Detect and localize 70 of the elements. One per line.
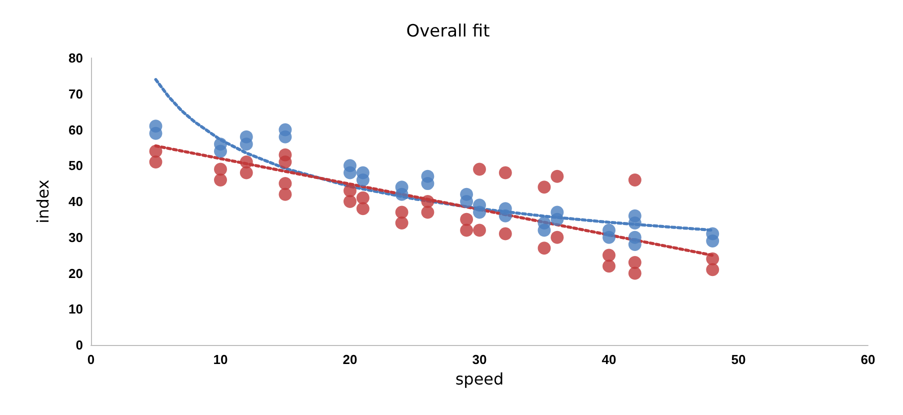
point [240,138,253,151]
point [149,144,162,158]
x-tick-label: 30 [472,352,487,367]
y-tick-label: 30 [68,230,83,245]
point [498,227,512,240]
point [706,252,720,266]
point [344,166,356,180]
y-tick-label: 40 [68,194,83,209]
y-tick-label: 20 [68,266,83,281]
point [460,195,474,208]
point [550,170,564,183]
point [356,173,370,186]
point [421,206,434,219]
point [628,256,642,269]
point [602,248,616,262]
x-tick-label: 0 [87,352,95,367]
x-tick-label: 60 [860,352,876,367]
point [538,224,551,237]
point [278,130,292,144]
point [421,177,434,190]
point [149,126,162,140]
point [628,173,642,186]
point [706,263,720,276]
point [344,184,356,198]
point [628,216,642,230]
point [240,166,253,180]
x-tick-label: 50 [731,352,746,367]
point [460,212,474,226]
point [473,206,486,219]
point [498,209,512,222]
point [214,144,227,158]
point [628,238,642,252]
point [550,230,564,244]
point [538,242,551,255]
y-tick-label: 50 [68,158,83,174]
point [395,206,408,219]
y-tick-label: 10 [68,302,83,317]
y-tick-label: 70 [68,86,83,102]
point [278,177,292,190]
point [278,188,292,201]
x-tick-label: 40 [602,352,616,367]
point [356,191,370,204]
y-tick-label: 60 [68,122,83,138]
point [602,260,616,273]
point [344,195,356,208]
point [602,230,616,244]
y-tick-label: 0 [76,338,83,352]
point [149,156,162,169]
point [278,156,292,169]
chart-title: Overall fit [406,22,490,42]
point [498,166,512,180]
point [214,162,227,176]
point [538,180,551,194]
y-tick-label: 80 [68,50,83,66]
point [628,266,642,280]
x-tick-label: 20 [342,352,358,367]
point [240,156,253,169]
point [473,224,486,237]
x-axis-title: speed [455,369,504,388]
point [421,195,434,208]
point [473,162,486,176]
point [395,188,408,201]
y-axis-title: index [34,180,52,224]
point [706,234,720,248]
point [214,173,227,186]
point [356,202,370,216]
point [395,216,408,230]
x-tick-label: 10 [213,352,228,367]
point [460,224,474,237]
point [550,212,564,226]
